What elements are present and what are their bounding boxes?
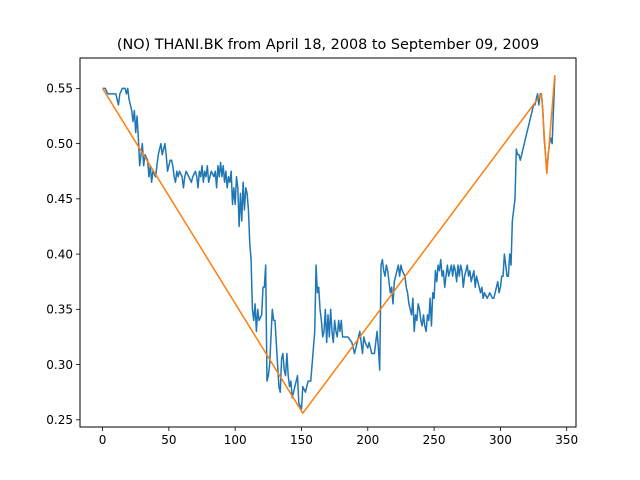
x-tick-label: 300	[489, 433, 512, 447]
y-axis: 0.25 0.30 0.35 0.40 0.45 0.50 0.55	[46, 82, 80, 427]
y-tick-label: 0.40	[46, 247, 73, 261]
plot-frame	[79, 57, 577, 428]
x-tick-label: 250	[423, 433, 446, 447]
y-tick-label: 0.45	[46, 192, 73, 206]
series-line-2	[101, 75, 556, 414]
x-tick-label: 350	[555, 433, 578, 447]
y-tick-label: 0.25	[46, 413, 73, 427]
y-tick-label: 0.30	[46, 358, 73, 372]
y-tick-label: 0.35	[46, 303, 73, 317]
series-layer	[101, 75, 556, 414]
chart-title: (NO) THANI.BK from April 18, 2008 to Sep…	[117, 37, 539, 53]
x-tick-label: 200	[356, 433, 379, 447]
x-tick-label: 150	[290, 433, 313, 447]
y-tick-label: 0.55	[46, 82, 73, 96]
x-tick-label: 50	[161, 433, 176, 447]
x-axis: 0 50 100 150 200 250 300 350	[99, 427, 578, 447]
y-tick-label: 0.50	[46, 137, 73, 151]
x-tick-label: 0	[99, 433, 107, 447]
series-line-1	[102, 77, 556, 410]
x-tick-label: 100	[224, 433, 247, 447]
